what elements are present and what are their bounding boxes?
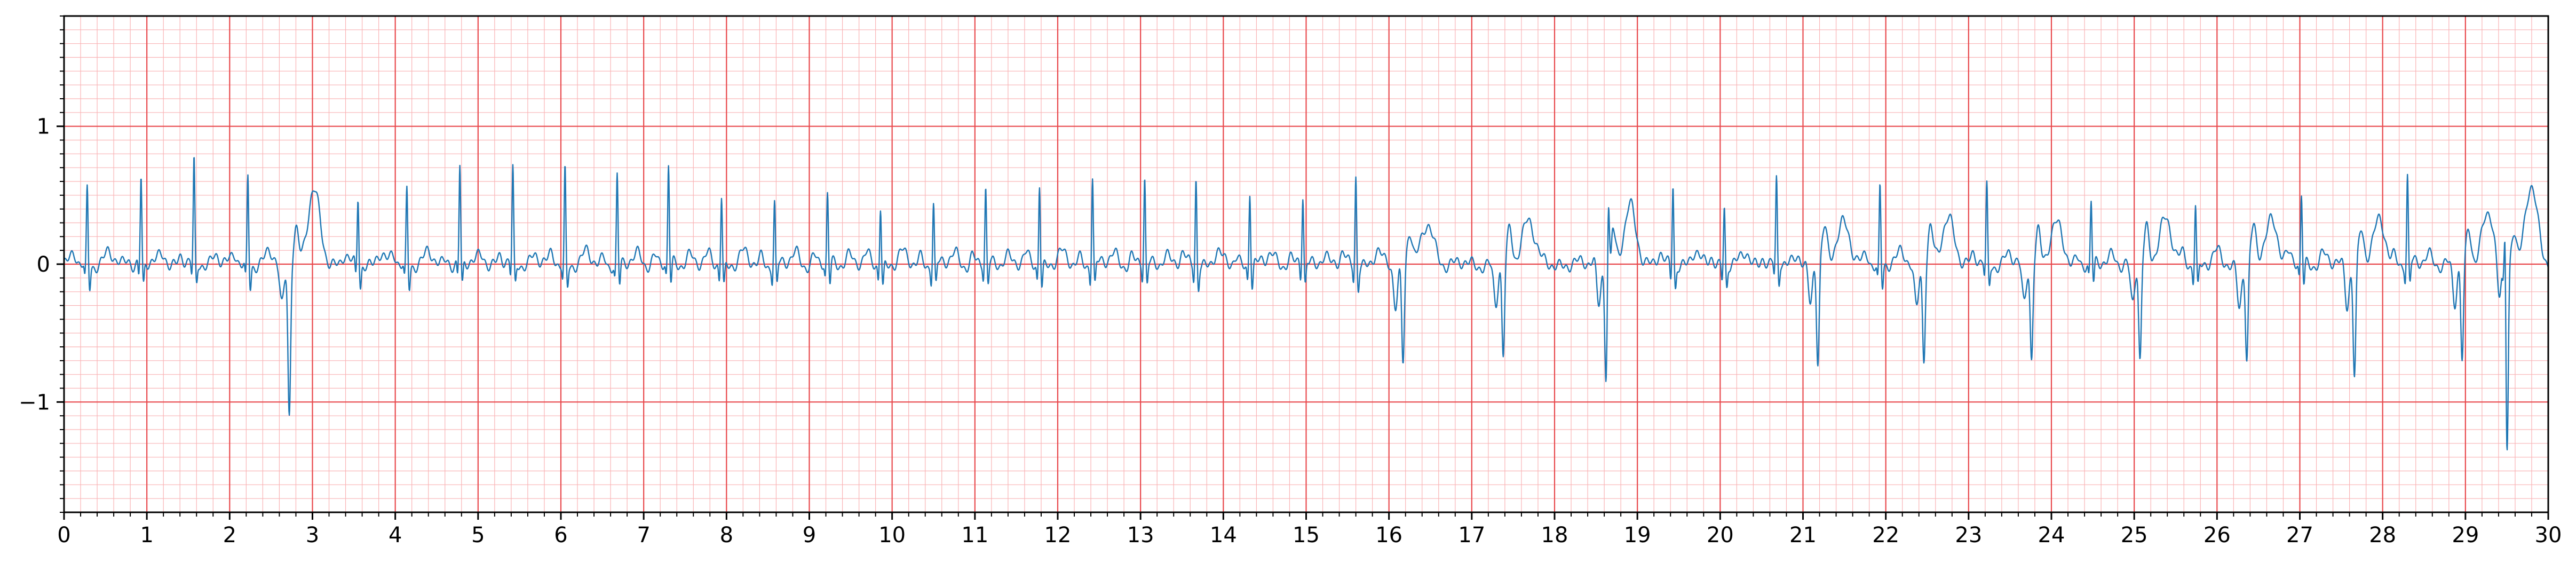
y-tick-label: 0 <box>37 252 50 277</box>
x-tick-label: 29 <box>2452 523 2479 548</box>
x-axis: 0 1 2 3 4 5 6 7 8 9 10 11 12 13 14 15 16 17 18 19 20 21 22 23 24… <box>57 512 2562 548</box>
x-tick-label: 17 <box>1458 523 1485 548</box>
x-tick-label: 25 <box>2121 523 2148 548</box>
x-tick-label: 6 <box>554 523 567 548</box>
x-tick-label: 30 <box>2535 523 2562 548</box>
x-tick-label: 4 <box>389 523 402 548</box>
x-tick-label: 11 <box>961 523 988 548</box>
x-tick-label: 2 <box>223 523 236 548</box>
x-tick-label: 12 <box>1044 523 1072 548</box>
ecg-trace-line <box>63 157 2549 450</box>
x-tick-label: 7 <box>637 523 650 548</box>
x-tick-label: 20 <box>1707 523 1734 548</box>
x-tick-label: 28 <box>2369 523 2396 548</box>
x-tick-label: 8 <box>720 523 733 548</box>
x-tick-label: 14 <box>1210 523 1237 548</box>
x-tick-label: 3 <box>306 523 319 548</box>
x-tick-label: 19 <box>1624 523 1651 548</box>
x-tick-label: 9 <box>803 523 816 548</box>
x-tick-label: 26 <box>2204 523 2231 548</box>
y-axis: 1 0 −1 <box>19 15 64 513</box>
x-tick-label: 1 <box>140 523 153 548</box>
y-tick-label: −1 <box>19 390 50 415</box>
x-tick-label: 24 <box>2038 523 2065 548</box>
x-tick-label: 22 <box>1872 523 1899 548</box>
x-tick-label: 16 <box>1375 523 1402 548</box>
x-tick-label: 18 <box>1541 523 1568 548</box>
x-tick-label: 21 <box>1789 523 1817 548</box>
x-tick-label: 27 <box>2286 523 2313 548</box>
x-tick-label: 13 <box>1127 523 1154 548</box>
x-tick-label: 23 <box>1955 523 1982 548</box>
y-tick-label: 1 <box>37 115 50 139</box>
x-tick-label: 15 <box>1293 523 1320 548</box>
x-tick-label: 0 <box>57 523 70 548</box>
x-tick-label: 5 <box>471 523 485 548</box>
x-tick-label: 10 <box>878 523 906 548</box>
